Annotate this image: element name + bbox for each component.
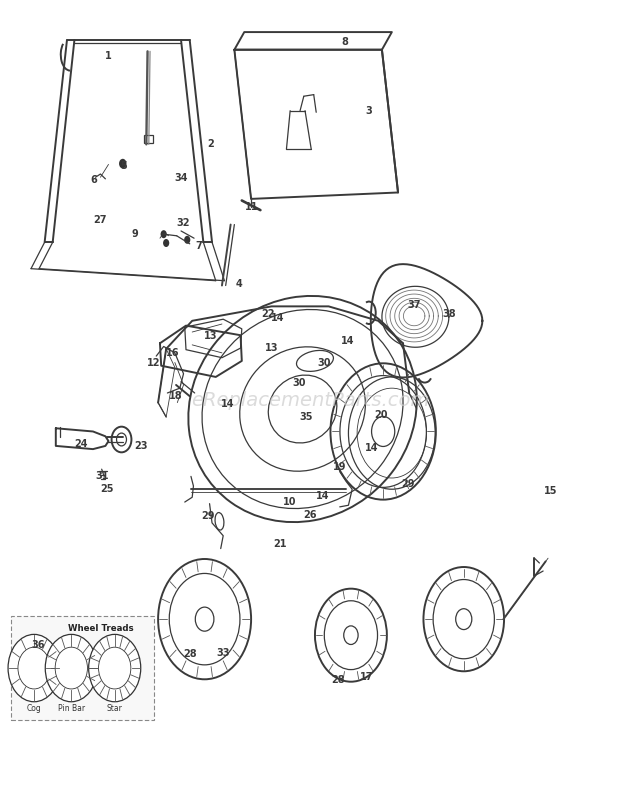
Circle shape: [8, 634, 60, 702]
Text: 4: 4: [236, 279, 242, 289]
Text: 14: 14: [365, 443, 379, 452]
Text: 7: 7: [195, 241, 202, 251]
Text: 22: 22: [261, 310, 275, 319]
Circle shape: [161, 230, 167, 238]
Text: 14: 14: [221, 399, 235, 409]
Text: Cog: Cog: [27, 704, 42, 714]
Text: 34: 34: [174, 173, 188, 183]
Text: Star: Star: [107, 704, 123, 714]
Text: 8: 8: [341, 37, 348, 47]
Text: 21: 21: [273, 539, 287, 549]
Text: eReplacementParts.com: eReplacementParts.com: [191, 391, 429, 411]
Text: 13: 13: [265, 343, 278, 353]
Circle shape: [45, 634, 97, 702]
Circle shape: [163, 239, 169, 247]
Text: 14: 14: [271, 313, 285, 322]
Text: 9: 9: [132, 229, 138, 239]
Text: 11: 11: [245, 202, 259, 212]
Text: 38: 38: [442, 310, 456, 319]
Text: 16: 16: [166, 348, 179, 358]
Text: 19: 19: [333, 462, 347, 472]
Text: 18: 18: [169, 391, 183, 401]
Text: 5: 5: [121, 161, 127, 171]
Text: 32: 32: [177, 218, 190, 228]
Circle shape: [184, 236, 190, 244]
Text: 33: 33: [216, 648, 230, 658]
Text: 24: 24: [74, 439, 87, 449]
Text: 3: 3: [366, 106, 372, 115]
Text: 30: 30: [292, 379, 306, 388]
Text: 25: 25: [100, 484, 113, 494]
Text: 13: 13: [204, 331, 218, 341]
Text: 23: 23: [135, 441, 148, 451]
Text: 37: 37: [407, 300, 421, 310]
Circle shape: [89, 634, 141, 702]
Text: 36: 36: [32, 640, 45, 650]
Text: 14: 14: [340, 336, 354, 346]
Text: 27: 27: [94, 215, 107, 225]
Text: Wheel Treads: Wheel Treads: [68, 624, 134, 634]
Text: 29: 29: [202, 512, 215, 521]
Text: 35: 35: [299, 412, 313, 422]
Text: 28: 28: [183, 649, 197, 658]
Text: 28: 28: [331, 675, 345, 685]
FancyBboxPatch shape: [11, 616, 154, 720]
Text: 1: 1: [105, 51, 112, 61]
Text: Pin Bar: Pin Bar: [58, 704, 85, 714]
Text: 20: 20: [374, 411, 388, 420]
Circle shape: [119, 159, 126, 168]
Text: 26: 26: [303, 510, 317, 520]
Text: 10: 10: [283, 497, 297, 507]
Text: 12: 12: [147, 358, 161, 367]
Text: 31: 31: [95, 472, 108, 481]
Text: 14: 14: [316, 491, 329, 500]
Text: 6: 6: [91, 175, 97, 184]
Text: 2: 2: [208, 140, 214, 149]
Text: 15: 15: [544, 486, 557, 496]
Text: 29: 29: [401, 480, 415, 489]
Text: 17: 17: [360, 672, 374, 682]
Text: 30: 30: [317, 358, 330, 367]
